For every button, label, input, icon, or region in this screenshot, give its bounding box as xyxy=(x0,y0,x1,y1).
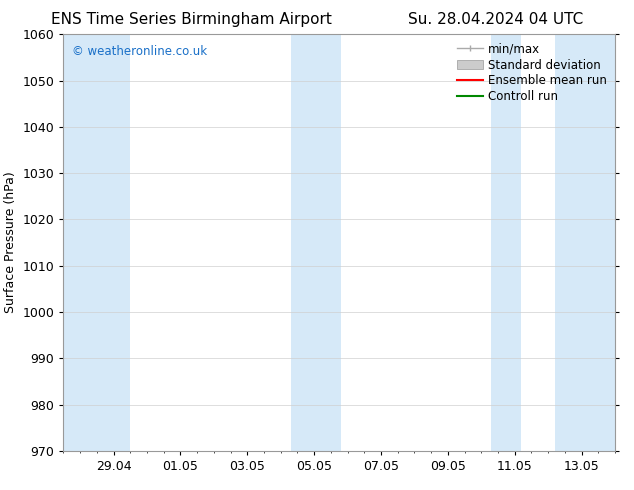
Bar xyxy=(63,34,130,451)
Bar xyxy=(491,34,521,451)
Text: ENS Time Series Birmingham Airport: ENS Time Series Birmingham Airport xyxy=(51,12,332,27)
Text: Su. 28.04.2024 04 UTC: Su. 28.04.2024 04 UTC xyxy=(408,12,583,27)
Bar xyxy=(291,34,341,451)
Y-axis label: Surface Pressure (hPa): Surface Pressure (hPa) xyxy=(4,172,17,314)
Legend: min/max, Standard deviation, Ensemble mean run, Controll run: min/max, Standard deviation, Ensemble me… xyxy=(455,40,609,106)
Text: © weatheronline.co.uk: © weatheronline.co.uk xyxy=(72,45,207,58)
Bar xyxy=(555,34,615,451)
